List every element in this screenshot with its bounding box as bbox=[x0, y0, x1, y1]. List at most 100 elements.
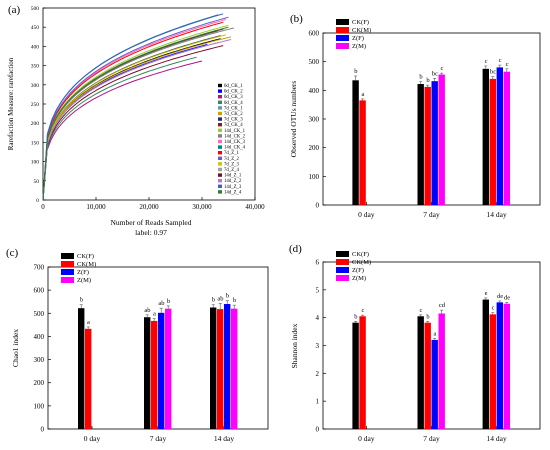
legend-label: 14d_CK_1 bbox=[224, 129, 246, 134]
significance-letter: ab bbox=[217, 295, 223, 302]
legend-swatch bbox=[218, 123, 222, 127]
x-tick-label: 0 day bbox=[358, 434, 375, 443]
bar-Z(M) bbox=[438, 313, 445, 429]
x-axis-subtitle: label: 0.97 bbox=[135, 228, 167, 237]
panel-label: (c) bbox=[6, 247, 19, 259]
x-tick-label: 14 day bbox=[214, 434, 234, 443]
significance-letter: c bbox=[499, 57, 502, 64]
bar-CK(M) bbox=[151, 320, 158, 429]
y-tick-label: 5 bbox=[316, 286, 320, 294]
curve-14d_CK_1 bbox=[42, 24, 229, 201]
y-axis-title: Observed OTUs numbers bbox=[289, 81, 298, 158]
bar-CK(M) bbox=[217, 309, 224, 429]
significance-letter: c bbox=[420, 307, 423, 314]
y-axis-title: Rarefaction Measure: rarefaction bbox=[7, 57, 15, 150]
legend-swatch bbox=[218, 173, 222, 177]
x-tick-label: 0 day bbox=[358, 210, 375, 219]
significance-letter: b bbox=[167, 298, 170, 305]
bar-CK(F) bbox=[417, 316, 424, 429]
bar-CK(F) bbox=[482, 299, 489, 429]
y-tick-label: 600 bbox=[34, 287, 45, 295]
significance-letter: b bbox=[80, 297, 83, 304]
bar-Z(M) bbox=[503, 71, 510, 205]
significance-letter: a bbox=[361, 91, 364, 98]
legend-swatch bbox=[218, 151, 222, 155]
legend-label: 14d_Z_4 bbox=[224, 190, 242, 195]
significance-letter: e bbox=[485, 290, 488, 297]
y-tick-label: 0 bbox=[316, 202, 320, 210]
y-tick-label: 100 bbox=[309, 173, 320, 181]
legend-swatch bbox=[336, 259, 349, 265]
legend-label: Z(M) bbox=[352, 43, 366, 50]
legend-label: CK(M) bbox=[77, 261, 96, 268]
curve-14d_Z_1 bbox=[42, 45, 224, 201]
y-tick-label: 6 bbox=[316, 259, 320, 267]
significance-letter: b bbox=[419, 74, 422, 81]
curve-7d_CK_2 bbox=[42, 36, 232, 201]
significance-letter: cd bbox=[439, 302, 446, 309]
y-tick-label: 450 bbox=[31, 25, 40, 31]
curve-14d_CK_2 bbox=[42, 27, 234, 201]
bar-CK(M) bbox=[359, 100, 366, 205]
legend-label: CK(M) bbox=[352, 259, 371, 266]
curve-7d_Z_2 bbox=[42, 16, 229, 201]
significance-letter: bc bbox=[432, 70, 438, 77]
y-tick-label: 300 bbox=[309, 116, 320, 124]
legend-label: 7d_Z_4 bbox=[224, 168, 240, 173]
x-tick-label: 0 day bbox=[84, 434, 101, 443]
legend-label: CK(F) bbox=[352, 251, 369, 258]
y-tick-label: 600 bbox=[309, 30, 320, 38]
y-tick-label: 400 bbox=[34, 333, 45, 341]
bar-CK(M) bbox=[489, 314, 496, 429]
legend-label: 7d_Z_1 bbox=[224, 151, 240, 156]
y-tick-label: 250 bbox=[31, 102, 40, 108]
significance-letter: bc bbox=[490, 69, 496, 76]
legend-swatch bbox=[218, 128, 222, 132]
bar-Z(F) bbox=[431, 339, 438, 429]
legend-label: 0d_CK_3 bbox=[224, 95, 243, 100]
curve-0d_CK_4 bbox=[42, 56, 197, 201]
x-tick-label: 10,000 bbox=[86, 203, 106, 211]
legend-label: 14d_Z_2 bbox=[224, 179, 242, 184]
legend-swatch bbox=[218, 95, 222, 99]
y-tick-label: 200 bbox=[31, 121, 40, 127]
legend-label: 14d_CK_2 bbox=[224, 134, 246, 139]
significance-letter: a bbox=[87, 319, 90, 326]
x-tick-label: 14 day bbox=[486, 434, 506, 443]
legend-label: CK(M) bbox=[352, 27, 371, 34]
x-tick-label: 7 day bbox=[423, 434, 440, 443]
legend-swatch bbox=[61, 269, 74, 275]
bar-CK(F) bbox=[482, 68, 489, 205]
legend-label: 7d_Z_2 bbox=[224, 157, 240, 162]
x-tick-label: 20,000 bbox=[139, 203, 159, 211]
legend-swatch bbox=[336, 275, 349, 281]
legend-label: 14d_CK_3 bbox=[224, 140, 246, 145]
x-tick-label: 30,000 bbox=[192, 203, 212, 211]
significance-letter: c bbox=[492, 305, 495, 312]
legend-swatch bbox=[218, 83, 222, 88]
y-tick-label: 4 bbox=[316, 314, 320, 322]
y-tick-label: 500 bbox=[31, 6, 40, 12]
significance-letter: de bbox=[497, 293, 503, 300]
legend-swatch bbox=[336, 19, 349, 25]
legend-label: CK(F) bbox=[352, 19, 369, 26]
legend-swatch bbox=[218, 111, 222, 116]
legend-label: 14d_CK_4 bbox=[224, 146, 246, 151]
legend-swatch bbox=[336, 43, 349, 49]
y-tick-label: 300 bbox=[31, 83, 40, 89]
bar-Z(M) bbox=[438, 74, 445, 205]
x-tick-label: 14 day bbox=[486, 210, 506, 219]
legend-label: 14d_Z_3 bbox=[224, 185, 242, 190]
legend-label: 7d_CK_1 bbox=[224, 106, 243, 111]
bar-CK(F) bbox=[417, 84, 424, 205]
bar-CK(M) bbox=[85, 328, 92, 429]
significance-letter: a bbox=[434, 331, 437, 338]
y-tick-label: 200 bbox=[309, 144, 320, 152]
y-tick-label: 100 bbox=[31, 160, 40, 166]
legend-swatch bbox=[218, 179, 222, 183]
panel-label: (a) bbox=[8, 4, 21, 16]
y-tick-label: 500 bbox=[34, 310, 45, 318]
curve-14d_Z_2 bbox=[42, 39, 232, 201]
legend-swatch bbox=[218, 100, 222, 104]
